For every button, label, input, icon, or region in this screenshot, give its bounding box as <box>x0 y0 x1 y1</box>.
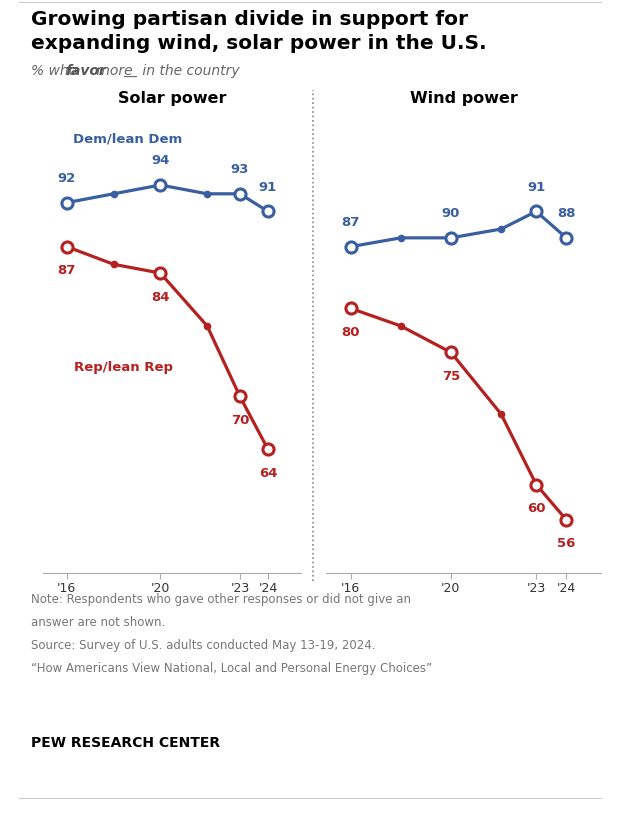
Text: Source: Survey of U.S. adults conducted May 13-19, 2024.: Source: Survey of U.S. adults conducted … <box>31 639 376 652</box>
Text: 91: 91 <box>259 181 277 194</box>
Text: Dem/lean Dem: Dem/lean Dem <box>73 133 182 146</box>
Text: Rep/lean Rep: Rep/lean Rep <box>74 362 173 374</box>
Text: 88: 88 <box>557 207 575 220</box>
Text: more: more <box>92 64 138 78</box>
Text: in the country: in the country <box>138 64 239 78</box>
Text: 56: 56 <box>557 537 575 551</box>
Text: % who: % who <box>31 64 81 78</box>
Title: Solar power: Solar power <box>118 92 226 106</box>
Text: 91: 91 <box>527 181 546 194</box>
Text: 64: 64 <box>259 467 277 480</box>
Text: 70: 70 <box>231 414 249 427</box>
Text: 93: 93 <box>231 163 249 176</box>
Text: PEW RESEARCH CENTER: PEW RESEARCH CENTER <box>31 736 220 750</box>
Text: 75: 75 <box>442 370 460 383</box>
Text: answer are not shown.: answer are not shown. <box>31 616 166 629</box>
Text: favor: favor <box>65 64 106 78</box>
Text: 84: 84 <box>151 290 170 303</box>
Text: 60: 60 <box>527 502 546 515</box>
Text: 90: 90 <box>441 207 460 220</box>
Title: Wind power: Wind power <box>410 92 517 106</box>
Text: 87: 87 <box>342 216 360 229</box>
Text: Note: Respondents who gave other responses or did not give an: Note: Respondents who gave other respons… <box>31 593 411 606</box>
Text: 87: 87 <box>58 264 76 277</box>
Text: 80: 80 <box>342 326 360 339</box>
Text: expanding wind, solar power in the U.S.: expanding wind, solar power in the U.S. <box>31 34 487 53</box>
Text: 94: 94 <box>151 155 169 168</box>
Text: __: __ <box>123 64 138 78</box>
Text: Growing partisan divide in support for: Growing partisan divide in support for <box>31 10 468 29</box>
Text: 92: 92 <box>58 172 76 185</box>
Text: “How Americans View National, Local and Personal Energy Choices”: “How Americans View National, Local and … <box>31 662 432 675</box>
